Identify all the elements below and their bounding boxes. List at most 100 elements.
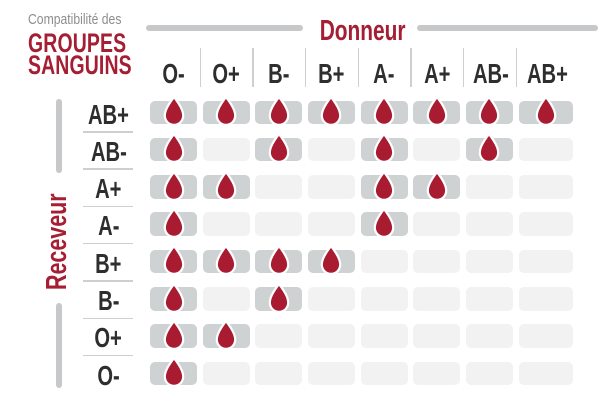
- cell-O+-B-: [255, 324, 303, 348]
- blood-drop-icon: [535, 96, 556, 126]
- cell-B+-AB+: [518, 249, 573, 274]
- col-header-O-: O-: [150, 59, 197, 88]
- cell-O+-O+: [202, 319, 250, 350]
- cell-A+-O+: [202, 170, 250, 201]
- row-header-A-: A-: [80, 211, 137, 241]
- col-header-label: A-: [373, 58, 395, 89]
- cell-B+-A+: [413, 249, 461, 274]
- donor-axis-line-left: [146, 25, 303, 31]
- col-header-B+: B+: [308, 59, 355, 88]
- cell-O--O-: [150, 357, 197, 388]
- col-header-label: B-: [268, 58, 290, 89]
- cell-A--A-: [360, 207, 408, 238]
- blood-drop-icon: [479, 133, 500, 164]
- row-header-O+: O+: [80, 323, 137, 353]
- blood-drop-icon: [373, 96, 395, 126]
- blood-drop-icon: [426, 96, 448, 126]
- blood-drop-icon: [163, 245, 184, 276]
- blood-drop-icon: [215, 170, 237, 201]
- col-header-label: AB-: [472, 58, 509, 89]
- recipient-axis-label: Receveur: [41, 193, 73, 290]
- donor-axis-line-right: [417, 25, 598, 31]
- cell-AB+-B-: [255, 96, 303, 126]
- blood-drop-icon: [373, 207, 395, 238]
- row-header-B+: B+: [80, 248, 137, 279]
- cell-A--B-: [255, 212, 303, 236]
- cell-AB+-B+: [307, 96, 355, 126]
- chart-title-line1: GROUPES: [28, 28, 127, 58]
- recipient-axis-line-top: [55, 99, 62, 173]
- cell-AB--A-: [360, 133, 408, 164]
- cell-O+-B+: [307, 324, 355, 348]
- col-header-label: O-: [162, 58, 185, 89]
- row-separator: [83, 168, 133, 170]
- cell-B+-B+: [307, 245, 355, 276]
- cell-AB+-A+: [413, 96, 461, 126]
- blood-drop-icon: [163, 357, 184, 388]
- cell-AB--AB+: [518, 137, 573, 162]
- row-header-AB+: AB+: [80, 99, 137, 130]
- cell-B--B-: [255, 282, 303, 313]
- cell-AB--B+: [307, 137, 355, 162]
- col-header-B-: B-: [255, 59, 302, 88]
- row-header-label: O-: [97, 359, 120, 391]
- cell-A--O-: [150, 207, 197, 238]
- column-separator: [199, 48, 202, 87]
- blood-drop-icon: [215, 245, 237, 276]
- cell-B--A+: [413, 287, 461, 311]
- row-header-label: O+: [94, 322, 123, 354]
- row-header-A+: A+: [80, 174, 137, 204]
- row-separator: [83, 354, 133, 357]
- column-separator: [515, 48, 518, 87]
- cell-B--O-: [150, 282, 197, 313]
- cell-O--A+: [413, 361, 461, 386]
- cell-A+-O-: [150, 170, 197, 201]
- col-header-O+: O+: [203, 59, 250, 88]
- cell-AB+-AB-: [465, 96, 513, 126]
- blood-drop-icon: [163, 207, 184, 238]
- cell-AB--AB-: [465, 133, 513, 164]
- title-block: Compatibilité des GROUPES SANGUINS: [28, 12, 172, 79]
- blood-drop-icon: [268, 245, 290, 276]
- cell-O+-AB+: [518, 324, 573, 348]
- cell-O--AB-: [465, 361, 513, 386]
- cell-B--B+: [307, 287, 355, 311]
- row-separator: [83, 317, 133, 319]
- column-separator: [304, 48, 307, 87]
- row-header-O-: O-: [80, 359, 137, 391]
- blood-drop-icon: [479, 96, 500, 126]
- cell-A+-B+: [307, 175, 355, 199]
- row-header-label: AB-: [90, 135, 127, 167]
- cell-B+-AB-: [465, 249, 513, 274]
- cell-B+-A-: [360, 249, 408, 274]
- col-header-AB+: AB+: [519, 59, 573, 88]
- cell-AB+-O+: [202, 96, 250, 126]
- cell-O--B-: [255, 361, 303, 386]
- row-separator: [83, 205, 133, 208]
- row-separator: [83, 131, 133, 133]
- cell-AB--A+: [413, 137, 461, 162]
- cell-O+-A+: [413, 324, 461, 348]
- column-separator: [462, 48, 465, 87]
- blood-drop-icon: [321, 96, 342, 126]
- blood-drop-icon: [163, 133, 184, 164]
- cell-B--AB-: [465, 287, 513, 311]
- row-header-label: B-: [97, 285, 120, 316]
- row-header-label: A-: [97, 210, 120, 242]
- col-header-label: B+: [318, 58, 345, 89]
- cell-B--O+: [202, 287, 250, 311]
- cell-O+-A-: [360, 324, 408, 348]
- chart-subtitle: Compatibilité des: [28, 12, 122, 28]
- cell-O+-O-: [150, 319, 197, 350]
- cell-A--O+: [202, 212, 250, 236]
- blood-drop-icon: [215, 96, 237, 126]
- col-header-label: A+: [423, 58, 450, 89]
- blood-drop-icon: [163, 282, 184, 313]
- column-separator: [410, 48, 412, 87]
- cell-O--A-: [360, 361, 408, 386]
- blood-drop-icon: [373, 133, 395, 164]
- col-header-A-: A-: [361, 59, 408, 88]
- row-separator: [83, 242, 133, 245]
- blood-drop-icon: [373, 170, 395, 201]
